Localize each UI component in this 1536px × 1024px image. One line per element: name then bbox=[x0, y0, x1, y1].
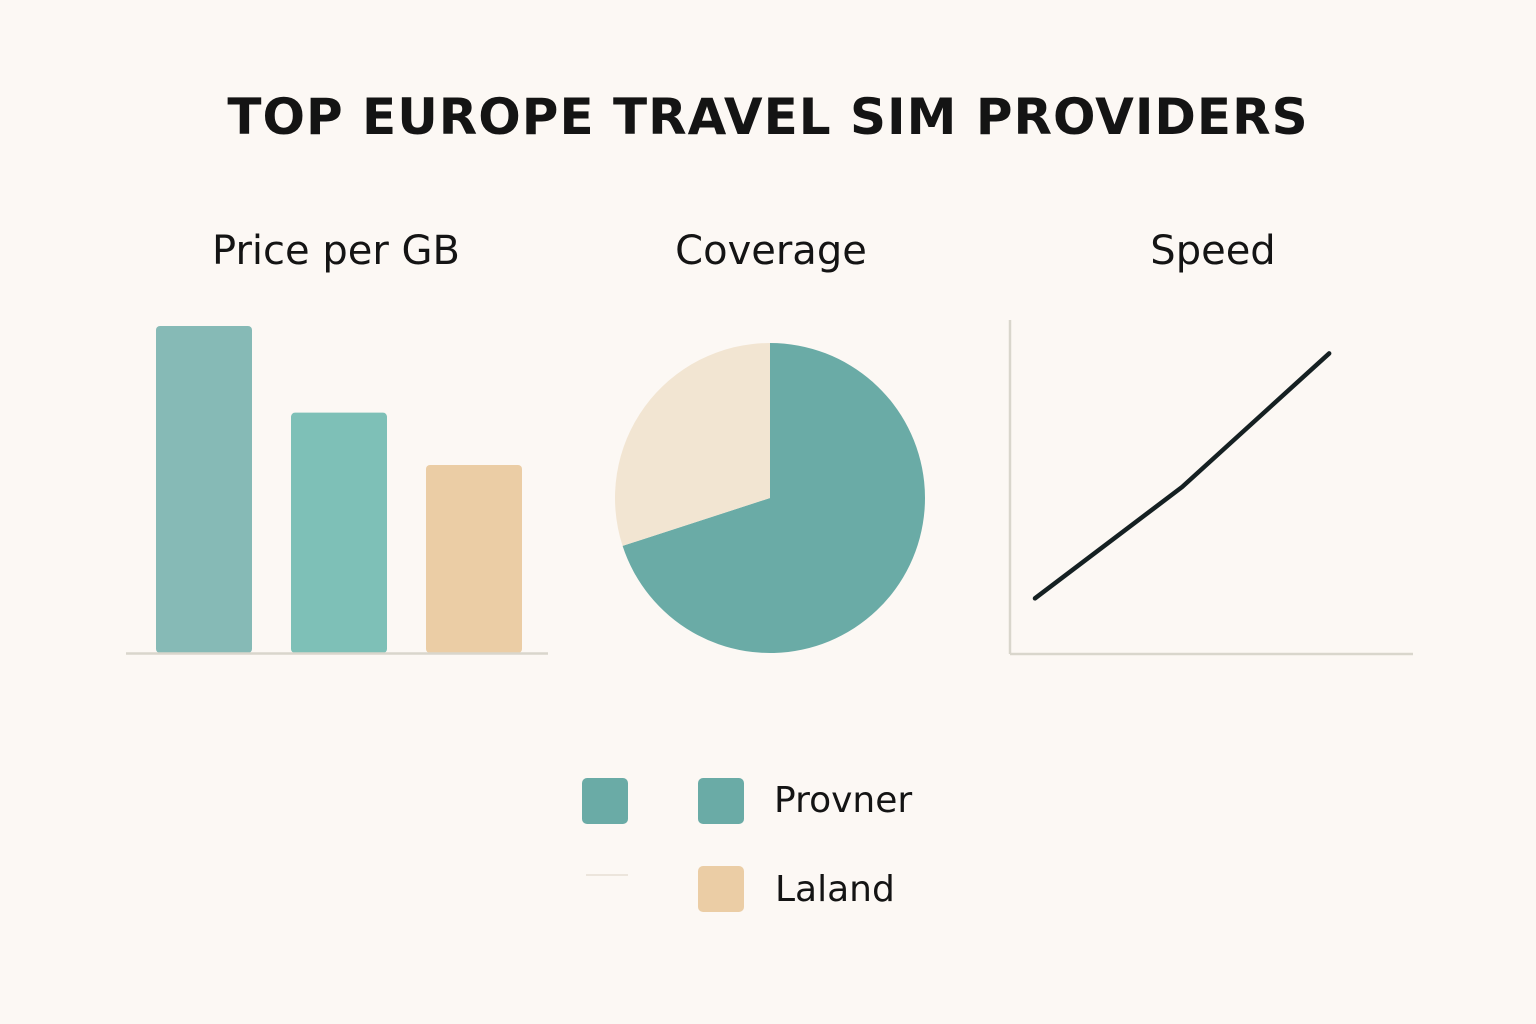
pie-slice-provner bbox=[622, 343, 925, 653]
speed-line-chart bbox=[1008, 320, 1413, 656]
chart-title: TOP EUROPE TRAVEL SIM PROVIDERS bbox=[227, 88, 1309, 146]
bar-2 bbox=[291, 412, 387, 653]
speed-title: Speed bbox=[1150, 228, 1276, 274]
pie-slice-laland bbox=[614, 343, 771, 546]
price-per-gb-title: Price per GB bbox=[212, 228, 460, 274]
legend-line-orphan bbox=[586, 874, 628, 876]
price-bar-chart bbox=[126, 326, 548, 655]
coverage-title: Coverage bbox=[675, 228, 867, 274]
bar-3 bbox=[426, 464, 522, 653]
legend-swatch-provner bbox=[698, 778, 744, 824]
legend-label-provner: Provner bbox=[774, 780, 913, 821]
bar-1 bbox=[156, 326, 252, 653]
legend-label-laland: Laland bbox=[775, 869, 895, 910]
legend-swatch-laland bbox=[698, 866, 744, 912]
legend-swatch-orphan bbox=[582, 778, 628, 824]
speed-series-line bbox=[1032, 351, 1332, 601]
coverage-pie-chart bbox=[614, 343, 925, 653]
